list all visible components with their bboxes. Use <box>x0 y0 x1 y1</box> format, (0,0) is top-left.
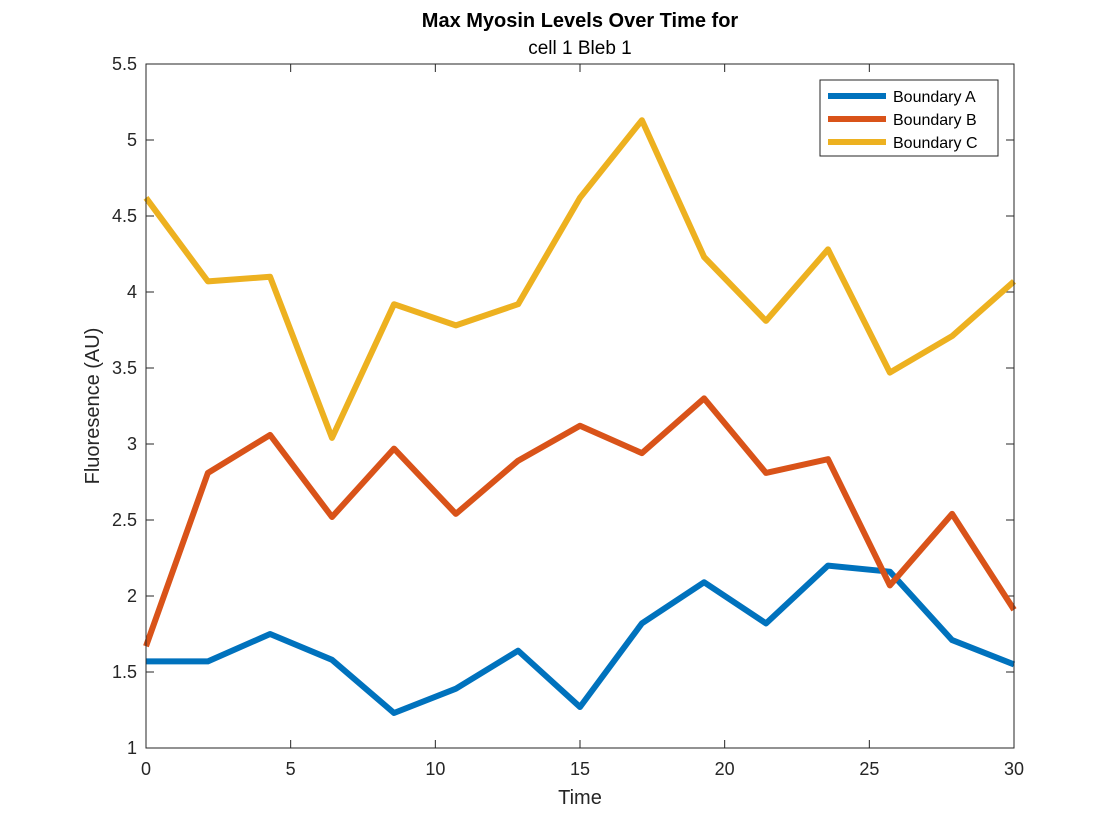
chart-title: Max Myosin Levels Over Time for <box>422 10 739 32</box>
x-tick-label: 5 <box>286 759 296 779</box>
legend-label: Boundary B <box>893 112 977 129</box>
series-line-boundary-b <box>143 395 1017 648</box>
y-tick-label: 2 <box>127 586 137 606</box>
x-tick-label: 0 <box>141 759 151 779</box>
y-tick-label: 1 <box>127 738 137 758</box>
series-line-boundary-c <box>143 117 1016 441</box>
plot-area <box>146 64 1014 748</box>
plot-frame <box>145 63 1015 749</box>
y-tick-label: 4 <box>127 282 137 302</box>
x-tick-label: 30 <box>1004 759 1024 779</box>
x-tick-label: 25 <box>859 759 879 779</box>
x-axis-label: Time <box>558 787 602 809</box>
y-tick-label: 2.5 <box>112 510 137 530</box>
y-tick-label: 5.5 <box>112 54 137 74</box>
y-axis-label: Fluoresence (AU) <box>82 328 104 485</box>
series-layer <box>143 117 1017 716</box>
legend-label: Boundary A <box>893 89 976 106</box>
x-tick-label: 20 <box>715 759 735 779</box>
x-tick-label: 15 <box>570 759 590 779</box>
x-tick-label: 10 <box>425 759 445 779</box>
series-line-boundary-a <box>146 562 1016 716</box>
x-tick-labels: 0 5 10 15 20 25 30 <box>141 759 1024 779</box>
y-tick-label: 4.5 <box>112 206 137 226</box>
y-tick-label: 3.5 <box>112 358 137 378</box>
legend: Boundary A Boundary B Boundary C <box>819 79 999 157</box>
legend-items: Boundary A Boundary B Boundary C <box>828 89 978 152</box>
y-tick-label: 5 <box>127 130 137 150</box>
legend-label: Boundary C <box>893 135 978 152</box>
y-tick-labels: 1 1.5 2 2.5 3 3.5 4 4.5 5 5.5 <box>112 54 137 758</box>
chart-subtitle: cell 1 Bleb 1 <box>528 38 632 59</box>
y-tick-label: 1.5 <box>112 662 137 682</box>
y-tick-label: 3 <box>127 434 137 454</box>
